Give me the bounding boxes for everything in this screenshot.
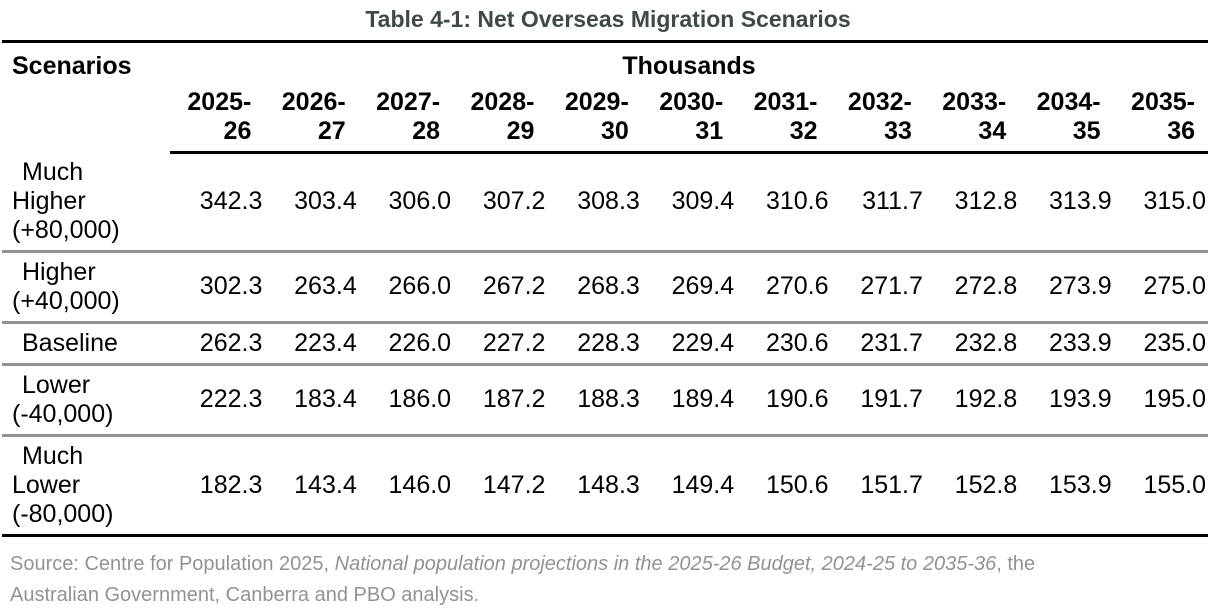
migration-scenarios-table: Scenarios Thousands 2025- 26 2026- 27 20… — [2, 40, 1208, 537]
year-header: 2035- 36 — [1113, 88, 1208, 154]
header-row-years: 2025- 26 2026- 27 2027- 28 2028- 29 2029… — [2, 88, 1208, 154]
value-cell: 148.3 — [547, 435, 642, 537]
value-cell: 312.8 — [924, 152, 1020, 253]
year-header: 2029- 30 — [547, 88, 642, 154]
page-title: Table 4-1: Net Overseas Migration Scenar… — [365, 6, 851, 32]
value-cell: 231.7 — [830, 322, 925, 366]
value-cell: 195.0 — [1113, 364, 1208, 437]
scenario-label-cell: Lower (-40,000) — [2, 364, 170, 437]
year-header: 2032- 33 — [830, 88, 925, 154]
table-row: Much Lower (-80,000) 182.3 143.4 146.0 1… — [2, 435, 1208, 537]
year-header: 2031- 32 — [736, 88, 831, 154]
value-cell: 232.8 — [924, 322, 1020, 366]
value-cell: 188.3 — [547, 364, 642, 437]
value-cell: 302.3 — [170, 251, 265, 324]
value-cell: 311.7 — [830, 152, 925, 253]
value-cell: 272.8 — [924, 251, 1020, 324]
value-cell: 223.4 — [264, 322, 359, 366]
value-cell: 227.2 — [453, 322, 548, 366]
value-cell: 192.8 — [924, 364, 1020, 437]
table-row: Baseline 262.3 223.4 226.0 227.2 228.3 2… — [2, 322, 1208, 366]
source-citation-italic: National population projections in the 2… — [334, 552, 997, 575]
scenario-label-cell: Higher (+40,000) — [2, 251, 170, 324]
value-cell: 149.4 — [641, 435, 737, 537]
value-cell: 152.8 — [924, 435, 1020, 537]
source-text-prefix: Source: Centre for Population 2025, — [10, 552, 335, 575]
value-cell: 150.6 — [736, 435, 831, 537]
value-cell: 268.3 — [547, 251, 642, 324]
value-cell: 182.3 — [170, 435, 265, 537]
value-cell: 269.4 — [641, 251, 737, 324]
value-cell: 183.4 — [264, 364, 359, 437]
value-cell: 313.9 — [1019, 152, 1114, 253]
scenario-label-cell: Much Higher (+80,000) — [2, 152, 170, 253]
year-header: 2025- 26 — [170, 88, 265, 154]
value-cell: 262.3 — [170, 322, 265, 366]
value-cell: 309.4 — [641, 152, 737, 253]
year-header: 2030- 31 — [641, 88, 737, 154]
value-cell: 153.9 — [1019, 435, 1114, 537]
year-header: 2033- 34 — [924, 88, 1020, 154]
value-cell: 266.0 — [358, 251, 454, 324]
table-header: Scenarios Thousands 2025- 26 2026- 27 20… — [2, 42, 1208, 154]
value-cell: 273.9 — [1019, 251, 1114, 324]
source-note: Source: Centre for Population 2025, Nati… — [10, 549, 1204, 611]
value-cell: 306.0 — [358, 152, 454, 253]
units-header: Thousands — [622, 52, 756, 80]
value-cell: 193.9 — [1019, 364, 1114, 437]
value-cell: 189.4 — [641, 364, 737, 437]
value-cell: 271.7 — [830, 251, 925, 324]
value-cell: 310.6 — [736, 152, 831, 253]
header-row-top: Scenarios Thousands — [2, 42, 1208, 89]
value-cell: 222.3 — [170, 364, 265, 437]
value-cell: 303.4 — [264, 152, 359, 253]
value-cell: 186.0 — [358, 364, 454, 437]
value-cell: 191.7 — [830, 364, 925, 437]
scenario-label-cell: Much Lower (-80,000) — [2, 435, 170, 537]
value-cell: 187.2 — [453, 364, 548, 437]
value-cell: 230.6 — [736, 322, 831, 366]
value-cell: 263.4 — [264, 251, 359, 324]
value-cell: 155.0 — [1113, 435, 1208, 537]
table-row: Much Higher (+80,000) 342.3 303.4 306.0 … — [2, 152, 1208, 253]
value-cell: 267.2 — [453, 251, 548, 324]
value-cell: 151.7 — [830, 435, 925, 537]
value-cell: 228.3 — [547, 322, 642, 366]
value-cell: 308.3 — [547, 152, 642, 253]
scenario-label-cell: Baseline — [2, 322, 170, 366]
value-cell: 275.0 — [1113, 251, 1208, 324]
value-cell: 146.0 — [358, 435, 454, 537]
value-cell: 143.4 — [264, 435, 359, 537]
value-cell: 270.6 — [736, 251, 831, 324]
value-cell: 147.2 — [453, 435, 548, 537]
value-cell: 226.0 — [358, 322, 454, 366]
value-cell: 229.4 — [641, 322, 737, 366]
value-cell: 315.0 — [1113, 152, 1208, 253]
scenarios-header: Scenarios — [12, 52, 132, 80]
year-header: 2028- 29 — [453, 88, 548, 154]
value-cell: 307.2 — [453, 152, 548, 253]
value-cell: 342.3 — [170, 152, 265, 253]
table-row: Lower (-40,000) 222.3 183.4 186.0 187.2 … — [2, 364, 1208, 437]
value-cell: 190.6 — [736, 364, 831, 437]
year-header: 2034- 35 — [1019, 88, 1114, 154]
value-cell: 235.0 — [1113, 322, 1208, 366]
year-header: 2027- 28 — [358, 88, 454, 154]
table-row: Higher (+40,000) 302.3 263.4 266.0 267.2… — [2, 251, 1208, 324]
value-cell: 233.9 — [1019, 322, 1114, 366]
year-header: 2026- 27 — [264, 88, 359, 154]
